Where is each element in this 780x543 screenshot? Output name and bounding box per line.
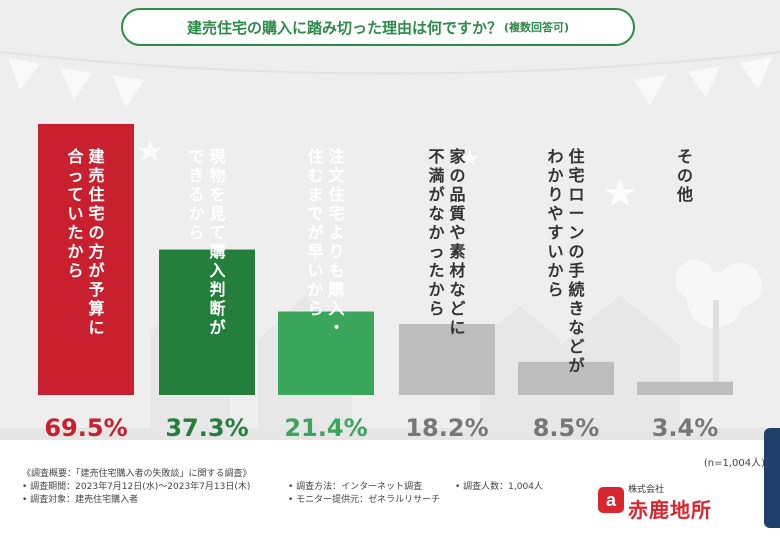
title-banner: 建売住宅の購入に踏み切った理由は何ですか？ (複数回答可) — [121, 8, 635, 46]
bar-5 — [518, 361, 614, 395]
value-label-6: 3.4% — [652, 414, 719, 442]
bar-3-label-col-2: 住むまでが早いから — [307, 147, 323, 318]
survey-count: • 調査人数：1,004人 — [455, 482, 543, 492]
bar-1-label-col-1: 建売住宅の方が予算に — [88, 147, 104, 337]
company-type: 株式会社 — [628, 485, 665, 495]
sample-size-note: (n=1,004人) — [704, 457, 765, 469]
survey-summary: 《調査概要：「建売住宅購入者の失敗談」に関する調査》 — [22, 469, 252, 479]
bar-5-label-col-2: わかりやすいから — [547, 147, 563, 299]
value-label-5: 8.5% — [533, 414, 600, 442]
bar-3 — [278, 311, 374, 395]
company-name: 赤鹿地所 — [628, 498, 712, 522]
bar-1 — [38, 123, 134, 395]
bar-6-label-col-1: その他 — [676, 147, 693, 204]
bar-2-label-col-1: 現物を見て購入判断が — [208, 147, 225, 337]
survey-method: • 調査方法：インターネット調査 — [288, 482, 423, 492]
bar-4-label-col-2: 不満がなかったから — [428, 147, 444, 318]
bar-4-label-col-1: 家の品質や素材などに — [449, 147, 466, 337]
side-tab[interactable] — [764, 428, 780, 528]
survey-period: • 調査期間：2023年7月12日(水)～2023年7月13日(木) — [22, 482, 251, 492]
svg-text:a: a — [606, 490, 617, 510]
company-logo-mark: a — [598, 487, 624, 513]
chart-title: 建売住宅の購入に踏み切った理由は何ですか？ — [186, 18, 502, 37]
value-label-3: 21.4% — [284, 414, 367, 442]
bar-4 — [399, 324, 495, 395]
bar-3-label-col-1: 注文住宅よりも購入・ — [327, 147, 345, 337]
survey-monitor: • モニター提供元：ゼネラルリサーチ — [288, 495, 441, 505]
value-label-1: 69.5% — [44, 414, 127, 442]
bar-2-label-col-2: できるから — [188, 147, 204, 242]
chart-subtitle: (複数回答可) — [503, 21, 570, 34]
bar-6 — [637, 381, 733, 395]
value-label-4: 18.2% — [405, 414, 488, 442]
bar-1-label-col-2: 合っていたから — [67, 147, 84, 280]
survey-target: • 調査対象：建売住宅購入者 — [22, 495, 139, 505]
value-label-2: 37.3% — [165, 414, 248, 442]
bar-5-label-col-1: 住宅ローンの手続きなどが — [568, 147, 584, 375]
bar-2 — [159, 249, 255, 395]
